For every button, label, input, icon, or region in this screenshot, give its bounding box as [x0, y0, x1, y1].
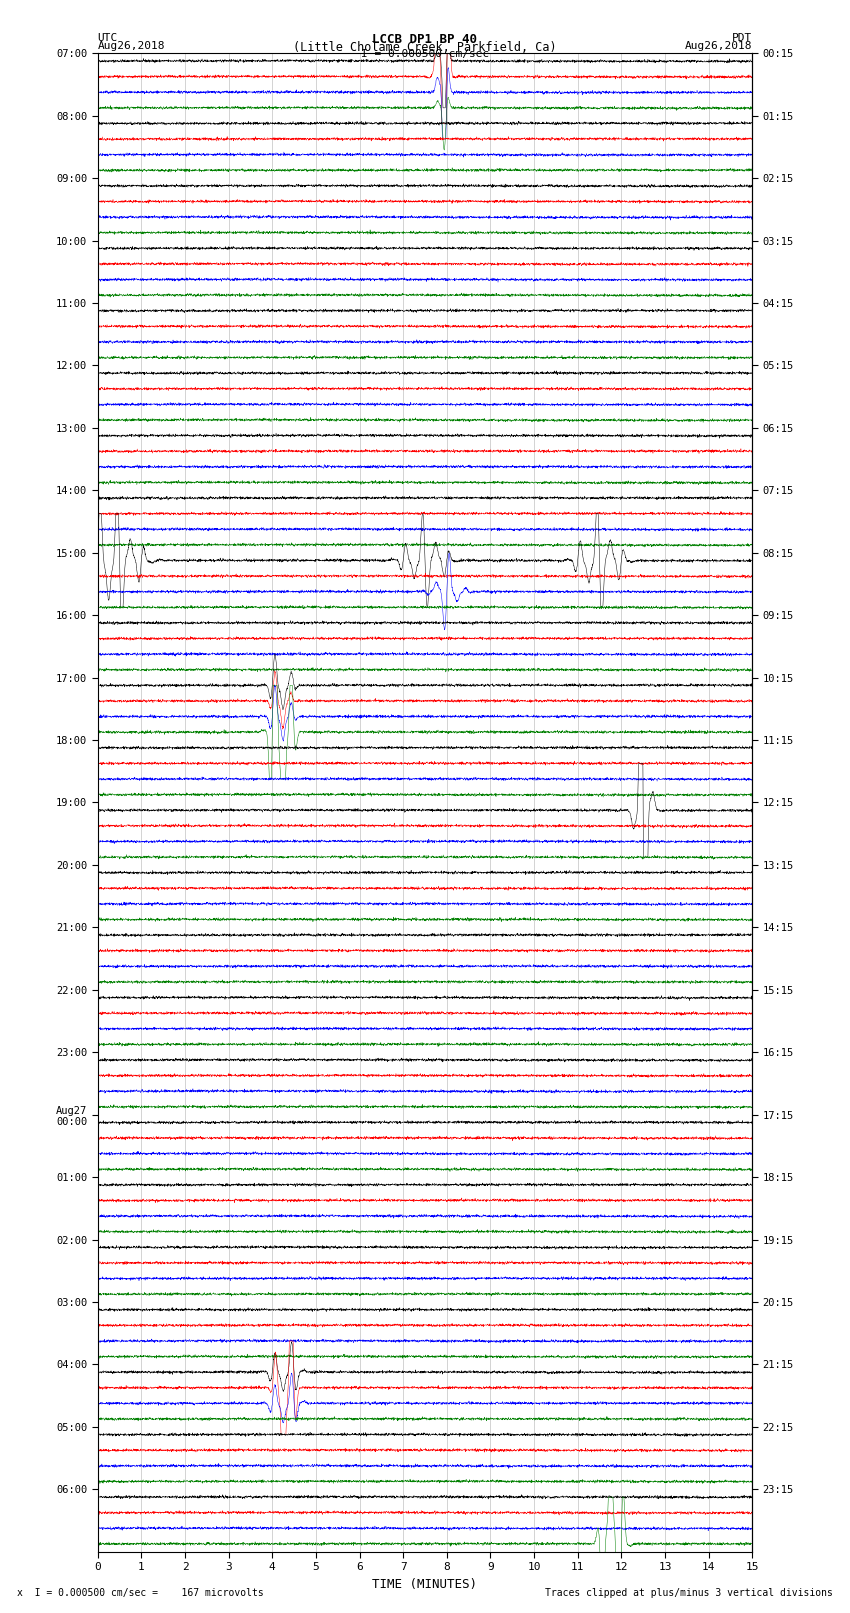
X-axis label: TIME (MINUTES): TIME (MINUTES)	[372, 1578, 478, 1590]
Text: Aug26,2018: Aug26,2018	[685, 40, 752, 52]
Text: UTC: UTC	[98, 32, 118, 44]
Text: x  I = 0.000500 cm/sec =    167 microvolts: x I = 0.000500 cm/sec = 167 microvolts	[17, 1589, 264, 1598]
Text: Aug26,2018: Aug26,2018	[98, 40, 165, 52]
Text: Traces clipped at plus/minus 3 vertical divisions: Traces clipped at plus/minus 3 vertical …	[545, 1589, 833, 1598]
Text: PDT: PDT	[732, 32, 752, 44]
Text: (Little Cholame Creek, Parkfield, Ca): (Little Cholame Creek, Parkfield, Ca)	[293, 40, 557, 55]
Text: LCCB DP1 BP 40: LCCB DP1 BP 40	[372, 32, 478, 47]
Text: I = 0.000500 cm/sec: I = 0.000500 cm/sec	[361, 50, 489, 60]
